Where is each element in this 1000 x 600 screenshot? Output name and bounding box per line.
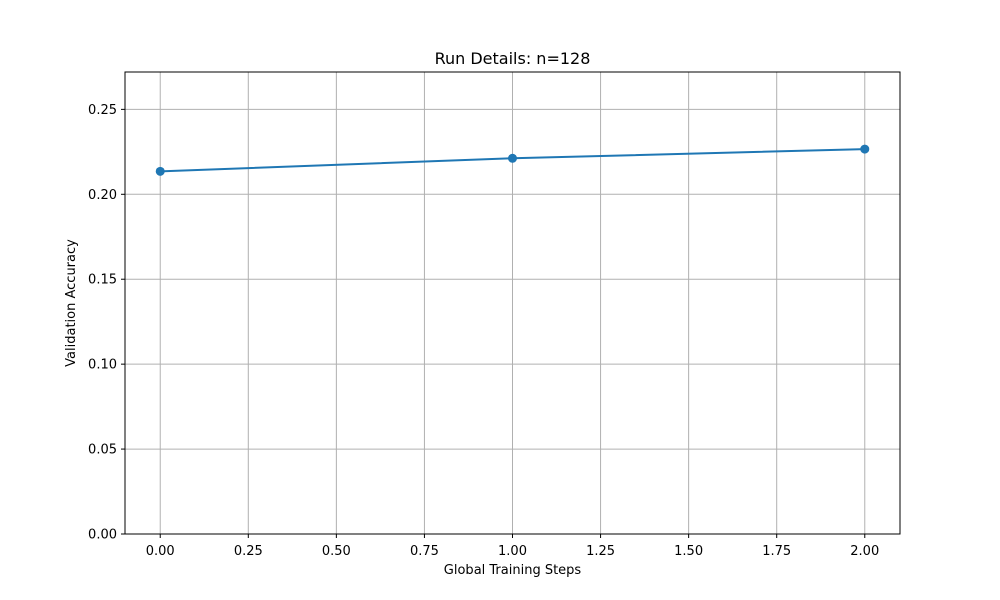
x-tick-label: 0.00 <box>146 544 175 559</box>
x-tick-label: 1.25 <box>586 544 615 559</box>
x-tick-label: 1.75 <box>762 544 791 559</box>
x-axis: 0.00 0.25 0.50 0.75 1.00 1.25 1.50 1.75 2.00 <box>146 534 879 559</box>
data-point <box>155 166 165 176</box>
series-layer <box>155 144 870 176</box>
y-tick-label: 0.00 <box>88 528 117 543</box>
x-axis-title: Global Training Steps <box>444 563 582 578</box>
x-tick-label: 1.50 <box>674 544 703 559</box>
data-point <box>860 144 870 154</box>
y-tick-label: 0.25 <box>88 103 117 118</box>
x-tick-label: 0.50 <box>322 544 351 559</box>
y-tick-label: 0.10 <box>88 358 117 373</box>
x-tick-label: 2.00 <box>850 544 879 559</box>
x-tick-label: 0.25 <box>234 544 263 559</box>
x-tick-label: 0.75 <box>410 544 439 559</box>
y-axis: 0.00 0.05 0.10 0.15 0.20 0.25 <box>88 103 125 543</box>
data-point <box>508 153 517 163</box>
y-tick-label: 0.20 <box>88 188 117 203</box>
y-tick-label: 0.15 <box>88 273 117 288</box>
chart-title: Run Details: n=128 <box>435 49 591 68</box>
y-tick-label: 0.05 <box>88 443 117 458</box>
x-tick-label: 1.00 <box>498 544 527 559</box>
y-axis-title: Validation Accuracy <box>64 239 79 367</box>
